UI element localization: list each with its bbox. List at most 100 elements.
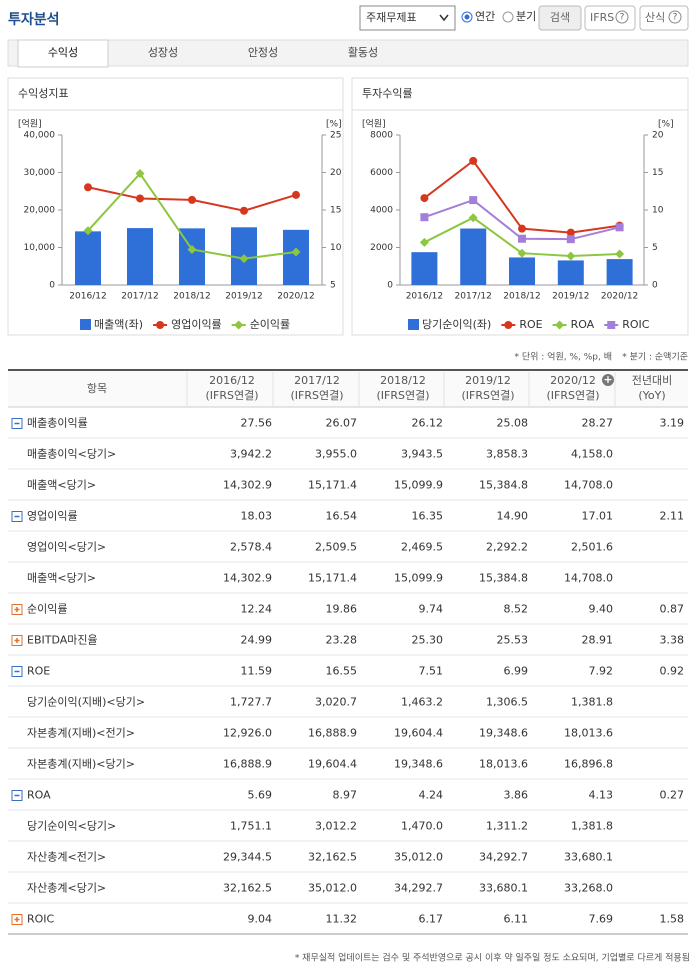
row-label: 매출액<당기> [27,572,96,585]
cell-value: 18,013.6 [479,758,528,771]
radio-label[interactable]: 분기 [516,10,536,23]
cell-value: 4.24 [419,789,444,802]
cell-value: 8.52 [504,603,529,616]
cell-value: 12,926.0 [223,727,272,740]
column-header: 항목 [87,382,107,395]
cell-value: 1,311.2 [486,820,528,833]
cell-value: 15,384.8 [479,572,528,585]
button[interactable] [538,5,582,31]
legend-label: 매출액(좌) [94,318,143,331]
y2-tick-label: 15 [652,168,663,178]
button-label[interactable]: 검색 [550,11,570,24]
line-point [615,223,624,232]
y2-tick-label: 10 [652,206,664,216]
column-header: (IFRS연결) [290,389,343,402]
row-label: 자산총계<전기> [27,851,106,864]
y-tick-label: 6000 [370,168,393,178]
line-point [615,249,625,259]
y-tick-label: 40,000 [24,131,56,141]
column-header: (IFRS연결) [461,389,514,402]
select-label[interactable]: 주재무제표 [366,11,417,24]
cell-value: 1,727.7 [230,696,272,709]
cell-value: 33,680.1 [564,851,613,864]
button-label[interactable]: 산식 [645,11,665,24]
cell-value: 23.28 [326,634,358,647]
add-icon[interactable] [602,374,614,386]
cell-value: 27.56 [241,417,273,430]
help-icon[interactable] [668,10,682,24]
radio-label[interactable]: 연간 [475,10,495,23]
column-header: 전년대비 [632,374,672,387]
cell-yoy: 0.92 [660,665,685,678]
column-header: 2018/12 [380,374,426,387]
cell-value: 6.99 [504,665,529,678]
x-tick-label: 2020/12 [601,292,638,302]
cell-value: 16,888.9 [308,727,357,740]
legend-swatch-marker [555,320,565,330]
row-label: ROIC [27,913,55,926]
help-icon-mark: ? [620,13,625,23]
legend-label: ROE [519,318,542,331]
add-icon-mark: + [603,373,612,386]
tab-active[interactable] [17,39,109,68]
cell-value: 26.07 [326,417,358,430]
line-point [420,194,429,203]
row-label: ROE [27,665,50,678]
row-label: 매출총이익<당기> [27,448,116,461]
radio[interactable] [502,11,514,23]
cell-value: 9.40 [589,603,614,616]
cell-value: 19,604.4 [394,727,443,740]
line-point [566,251,576,261]
cell-value: 15,171.4 [308,479,357,492]
cell-value: 11.32 [326,913,358,926]
row-label: 당기순이익(지배)<당기> [27,696,145,709]
cell-value: 14,708.0 [564,479,613,492]
legend-swatch-marker [234,320,244,330]
column-header: 2019/12 [465,374,511,387]
chart-title: 투자수익률 [362,87,413,100]
bar [557,260,584,285]
tab-label[interactable]: 안정성 [248,46,278,59]
line-point [518,224,526,233]
cell-value: 34,292.7 [394,882,443,895]
select-box[interactable] [359,5,456,31]
line-point [566,228,575,237]
cell-value: 3,858.3 [486,448,528,461]
x-tick-label: 2019/12 [552,292,589,302]
cell-value: 3,012.2 [315,820,357,833]
button-label[interactable]: IFRS [590,11,614,24]
cell-value: 15,099.9 [394,479,443,492]
column-header: 2020/12 [550,374,596,387]
cell-value: 25.53 [497,634,529,647]
column-header: (IFRS연결) [205,389,258,402]
column-header: 2016/12 [209,374,255,387]
column-header: (IFRS연결) [546,389,599,402]
cell-value: 28.27 [582,417,614,430]
cell-yoy: 1.58 [660,913,685,926]
cell-value: 2,578.4 [230,541,272,554]
tab-label[interactable]: 활동성 [348,45,378,59]
cell-value: 7.51 [419,665,444,678]
chart-panel [351,77,689,336]
help-icon[interactable] [615,10,629,24]
legend-label: ROA [571,318,595,331]
cell-value: 3,020.7 [315,696,357,709]
y-tick-label: 0 [387,281,393,291]
cell-value: 34,292.7 [479,851,528,864]
bar [283,229,309,285]
line-point [518,234,526,243]
cell-value: 25.30 [412,634,444,647]
cell-value: 29,344.5 [223,851,272,864]
tab-label[interactable]: 수익성 [48,46,78,59]
cell-value: 14,302.9 [223,572,272,585]
row-label: 당기순이익<당기> [27,820,116,833]
y2-tick-label: 15 [330,206,341,216]
y2-tick-label: 5 [652,243,658,253]
y-tick-label: 0 [49,281,55,291]
tab-label[interactable]: 성장성 [148,46,178,59]
y-tick-label: 2000 [370,243,393,253]
bar [411,252,438,285]
legend-label: ROIC [622,318,650,331]
cell-value: 1,381.8 [571,696,613,709]
cell-value: 6.11 [504,913,529,926]
